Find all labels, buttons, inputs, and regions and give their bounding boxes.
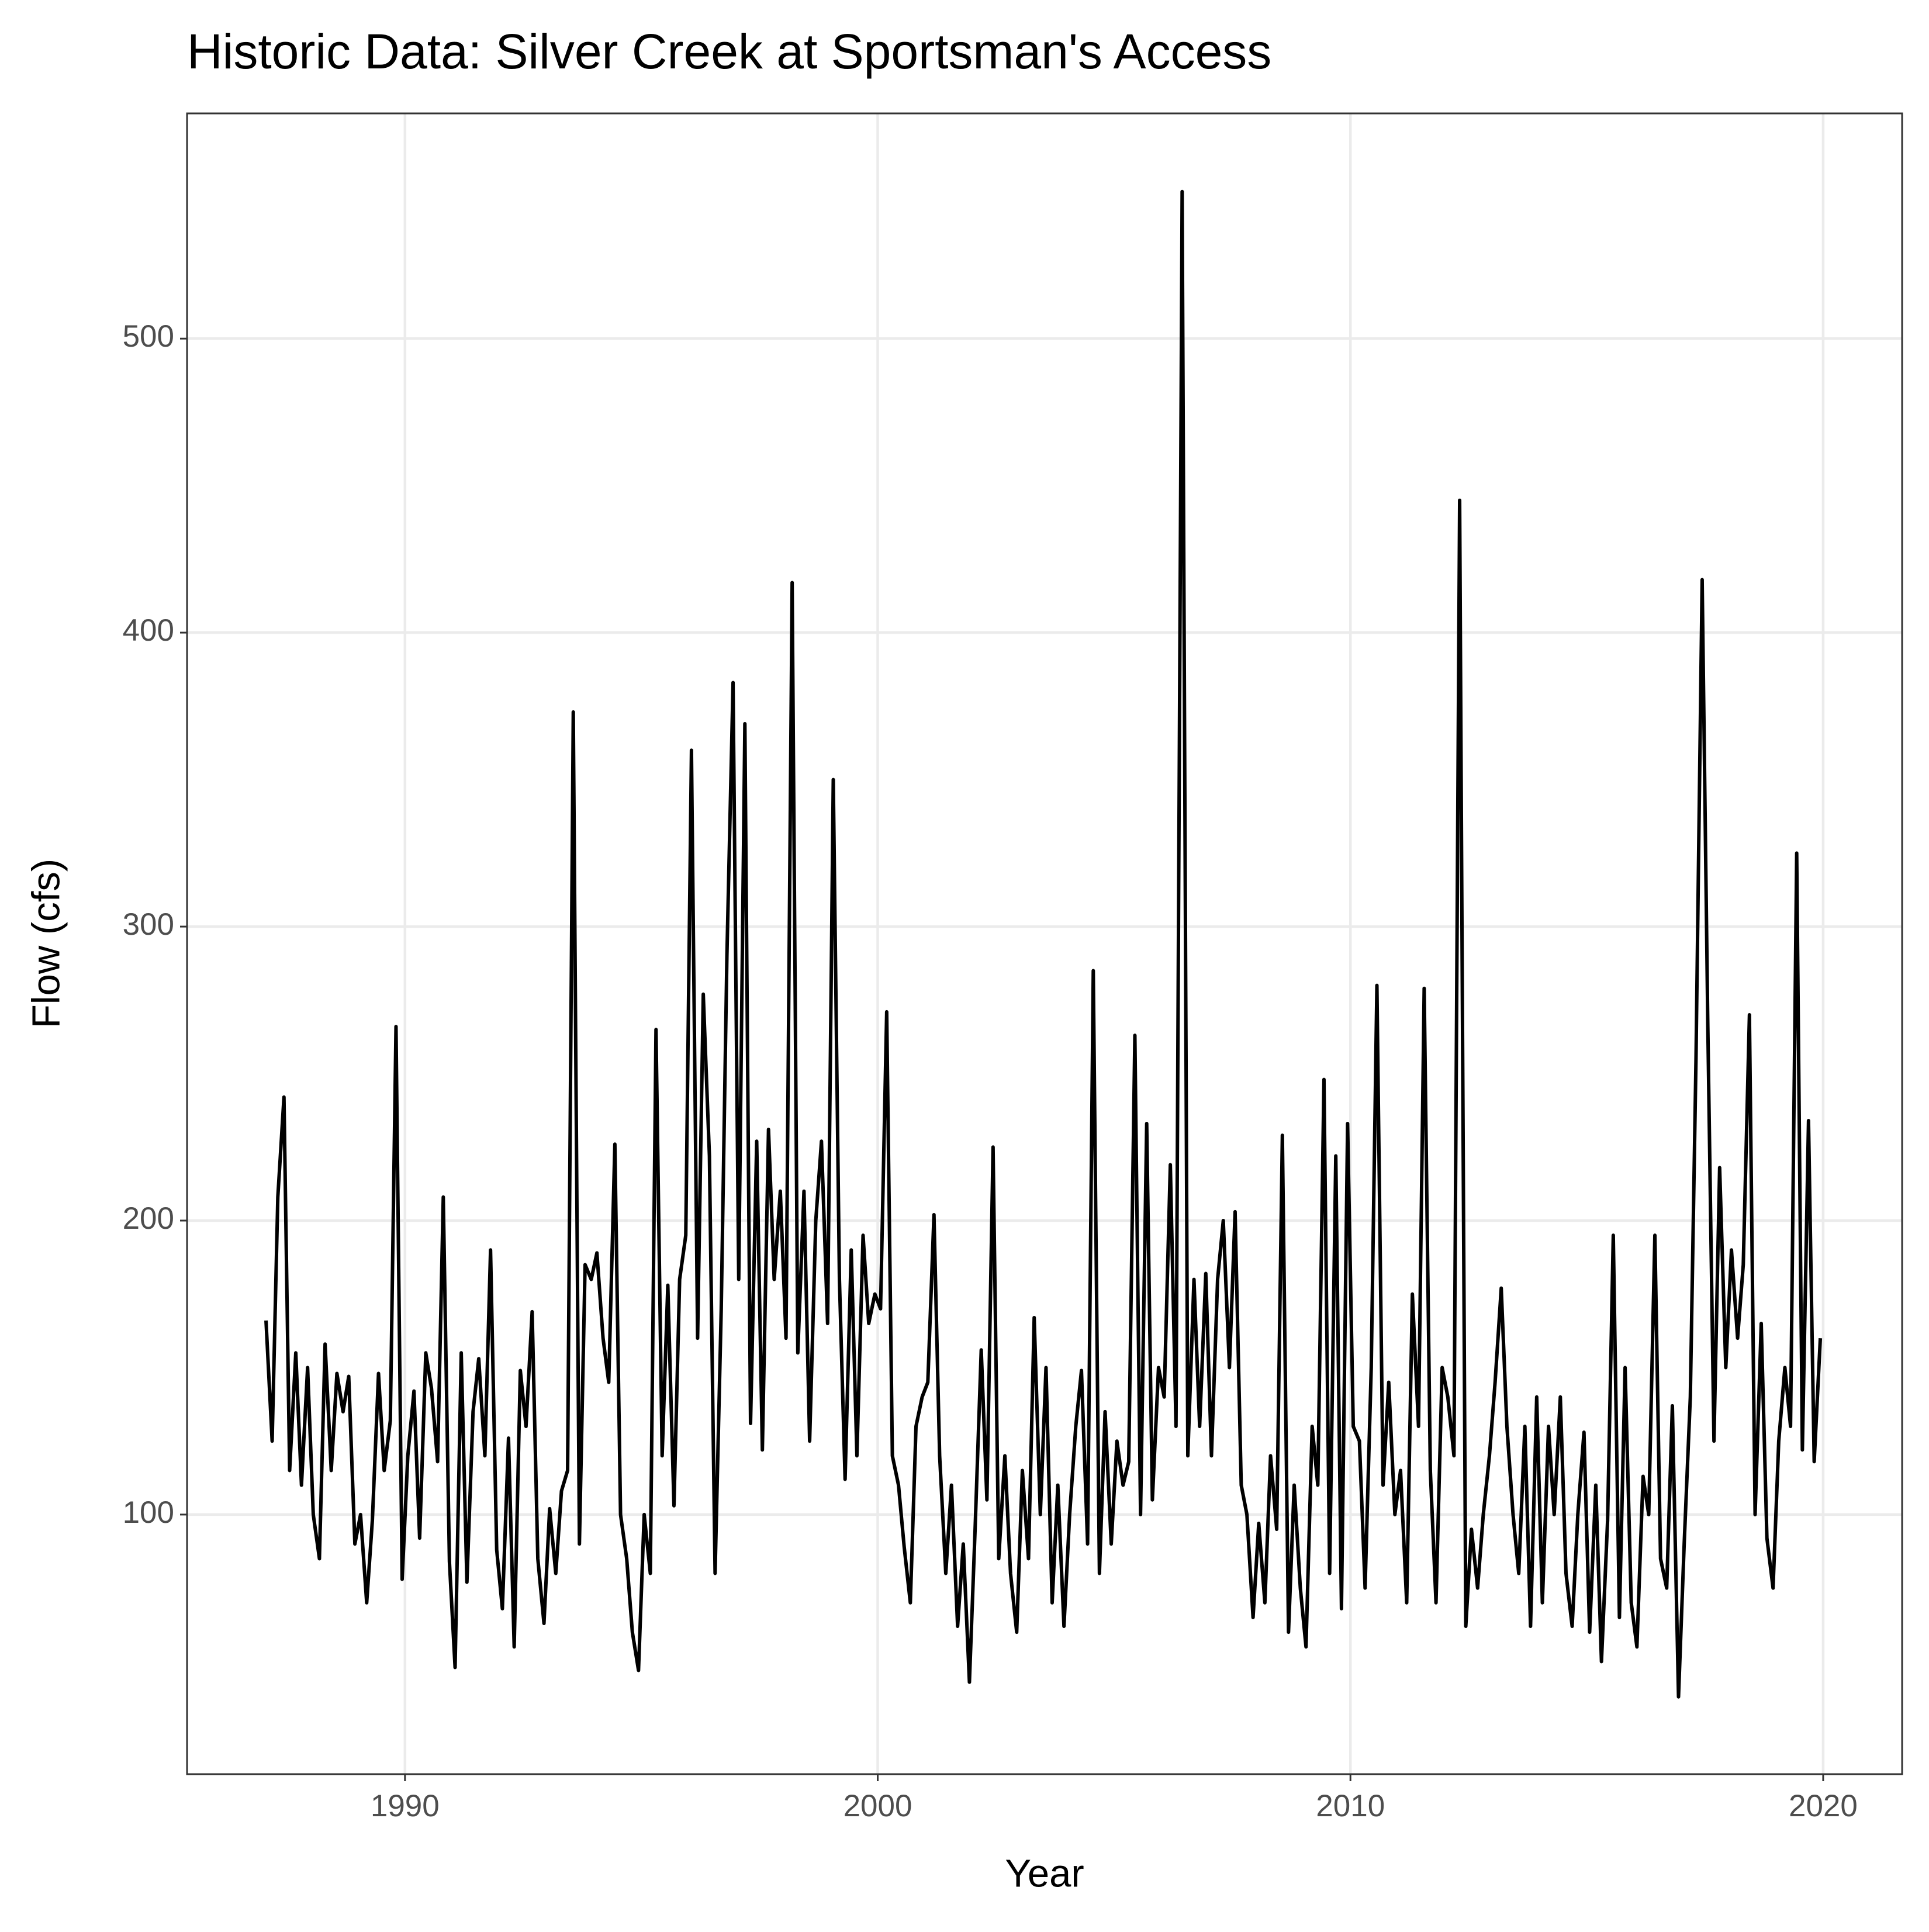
x-tick-label: 2020: [1789, 1789, 1858, 1823]
y-tick-label: 500: [123, 319, 174, 354]
y-tick-label: 200: [123, 1201, 174, 1236]
panel-border: [186, 112, 1903, 1775]
y-tick-label: 300: [123, 907, 174, 942]
data-line: [264, 189, 1823, 1699]
chart-title: Historic Data: Silver Creek at Sportsman…: [187, 24, 1271, 79]
y-tick-label: 400: [123, 613, 174, 648]
x-axis-title: Year: [1005, 1852, 1084, 1896]
x-tick-label: 2010: [1316, 1789, 1385, 1823]
y-tick-label: 100: [123, 1495, 174, 1530]
y-axis-title: Flow (cfs): [25, 859, 68, 1028]
x-tick-label: 1990: [371, 1789, 440, 1823]
x-tick-label: 2000: [843, 1789, 912, 1823]
